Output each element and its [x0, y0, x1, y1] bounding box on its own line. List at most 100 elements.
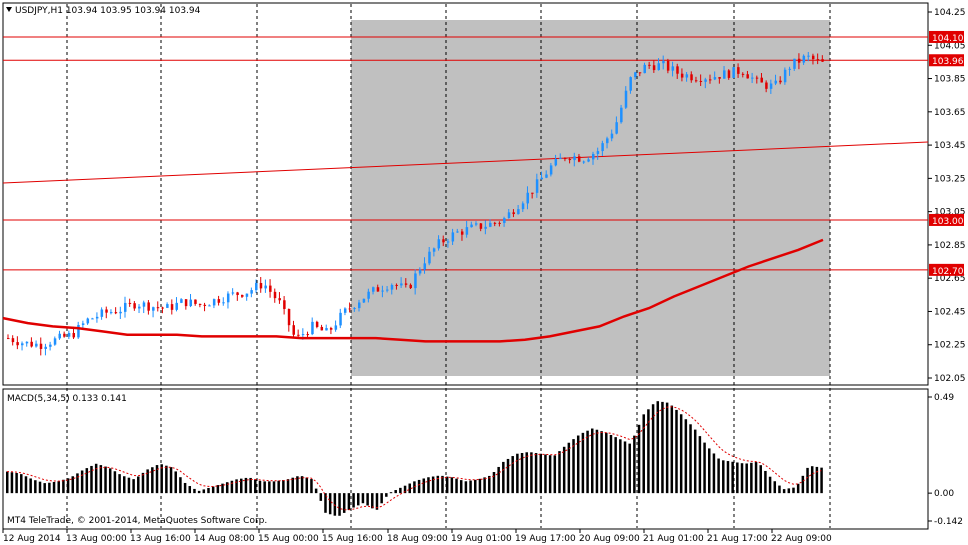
time-axis-label: 15 Aug 00:00 — [258, 534, 319, 544]
candle-body — [718, 77, 721, 79]
macd-bar — [600, 431, 603, 494]
candle-body — [460, 231, 464, 235]
macd-bar — [586, 430, 589, 494]
macd-bar — [740, 463, 744, 494]
triangle-down-icon[interactable] — [6, 7, 12, 12]
candle-body — [109, 312, 113, 314]
macd-bar — [548, 455, 552, 494]
candle-body — [95, 316, 99, 319]
symbol-header: USDJPY,H1 103.94 103.95 103.94 103.94 — [15, 6, 201, 16]
macd-bar — [104, 466, 107, 494]
candle-body — [311, 321, 314, 335]
candle-body — [446, 241, 450, 243]
macd-bar — [52, 481, 56, 494]
price-axis-label: 103.85 — [934, 75, 966, 85]
candle-body — [381, 290, 384, 292]
macd-bar — [698, 436, 702, 494]
candle-body — [297, 334, 300, 336]
candle-body — [241, 295, 244, 297]
macd-bar — [530, 452, 533, 494]
trendline[interactable] — [2, 141, 929, 184]
candle-body — [521, 203, 525, 210]
level-tag-label: 103.00 — [932, 217, 964, 227]
candle-body — [811, 55, 815, 60]
macd-bar — [43, 483, 46, 494]
candle-body — [737, 67, 740, 74]
level-tag-label: 103.96 — [932, 57, 964, 67]
candle-body — [493, 222, 497, 224]
macd-bar — [745, 463, 748, 494]
macd-bar — [268, 481, 271, 494]
macd-bar — [230, 480, 234, 494]
macd-bar — [591, 428, 594, 494]
candle-body — [549, 165, 553, 175]
macd-bar — [333, 493, 337, 516]
candle-body — [690, 74, 693, 81]
macd-bar — [113, 471, 117, 494]
macd-panel-frame — [2, 388, 929, 530]
candle-body — [63, 333, 66, 337]
macd-bar — [722, 460, 725, 494]
candle-body — [727, 70, 731, 78]
macd-bar — [347, 493, 351, 511]
macd-bar — [389, 492, 393, 494]
candle-body — [610, 133, 614, 139]
candle-body — [217, 299, 221, 303]
macd-bar — [642, 414, 645, 494]
macd-bar — [174, 471, 177, 494]
candle-body — [147, 302, 150, 311]
macd-bar — [71, 476, 75, 494]
macd-bar — [661, 401, 664, 494]
candle-body — [189, 299, 193, 307]
macd-bar — [750, 462, 753, 494]
candle-body — [30, 341, 33, 347]
candle-body — [699, 80, 703, 82]
candle-body — [783, 69, 787, 83]
macd-bar — [10, 472, 14, 494]
macd-bar — [338, 493, 341, 516]
macd-bar — [254, 479, 257, 494]
macd-bar — [366, 493, 369, 506]
candle-body — [709, 79, 712, 81]
time-axis-label: 19 Aug 17:00 — [515, 534, 576, 544]
macd-bar — [263, 481, 266, 494]
candle-body — [751, 77, 754, 79]
macd-bar — [183, 482, 187, 494]
candle-body — [11, 338, 15, 343]
macd-bar — [80, 470, 84, 494]
macd-bar — [768, 476, 772, 494]
macd-bar — [146, 469, 149, 494]
macd-bar — [132, 479, 135, 494]
candle-body — [259, 282, 263, 289]
macd-bar — [441, 475, 444, 494]
candle-body — [676, 66, 679, 74]
macd-bar — [712, 453, 716, 494]
candle-body — [49, 344, 52, 347]
macd-bar — [651, 404, 655, 494]
candle-body — [133, 303, 136, 309]
candle-body — [161, 307, 164, 309]
macd-bar — [258, 480, 262, 494]
macd-bar — [581, 432, 585, 494]
macd-bar — [731, 461, 734, 494]
candle-body — [615, 122, 618, 134]
macd-bar — [478, 478, 482, 494]
macd-bar — [118, 474, 121, 494]
macd-bar — [628, 443, 631, 494]
macd-bar — [300, 476, 304, 494]
macd-bar — [754, 462, 758, 494]
candle-body — [634, 72, 637, 78]
macd-bar — [782, 489, 786, 494]
candle-body — [170, 304, 174, 310]
macd-bar — [693, 429, 697, 494]
candle-body — [287, 308, 291, 326]
candle-body — [816, 59, 820, 61]
candle-body — [540, 177, 544, 180]
candle-body — [35, 343, 38, 347]
macd-bar — [394, 490, 397, 494]
candle-body — [376, 287, 380, 292]
candle-body — [465, 227, 469, 235]
candle-body — [601, 143, 604, 152]
macd-bar — [689, 424, 692, 494]
